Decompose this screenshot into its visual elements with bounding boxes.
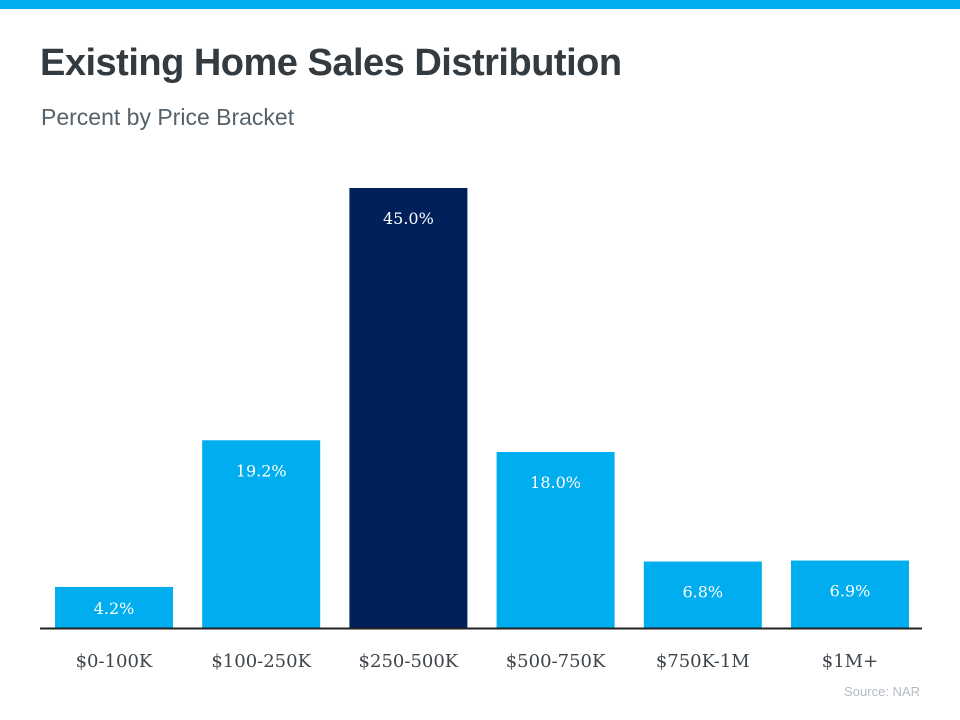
bar-value-label-3: 18.0% xyxy=(530,473,581,492)
bar-4 xyxy=(643,561,762,628)
category-label-0: $0-100K xyxy=(76,651,153,672)
bar-value-label-4: 6.8% xyxy=(682,583,723,602)
bar-0 xyxy=(55,586,173,628)
source-note: Source: NAR xyxy=(844,684,920,699)
bar-value-label-5: 6.9% xyxy=(830,582,871,601)
chart-title: Existing Home Sales Distribution xyxy=(40,42,622,84)
category-label-3: $500-750K xyxy=(506,651,606,672)
category-label-2: $250-500K xyxy=(359,651,459,672)
bar-value-label-1: 19.2% xyxy=(236,461,287,480)
bar-value-labels: 4.2% 19.2% 45.0% 18.0% 6.8% 6.9% xyxy=(94,209,871,618)
top-accent-bar xyxy=(0,0,960,9)
chart-subtitle: Percent by Price Bracket xyxy=(41,104,295,130)
category-label-1: $100-250K xyxy=(211,651,311,672)
bar-3 xyxy=(496,452,615,628)
bar-1 xyxy=(202,440,321,628)
bar-value-label-0: 4.2% xyxy=(94,599,135,618)
bar-value-label-2: 45.0% xyxy=(383,209,434,228)
category-label-4: $750K-1M xyxy=(656,651,750,672)
category-label-5: $1M+ xyxy=(822,651,878,672)
bar-5 xyxy=(791,560,909,628)
category-axis-labels: $0-100K $100-250K $250-500K $500-750K $750K-… xyxy=(76,651,879,672)
bar-group xyxy=(55,188,909,628)
bar-2 xyxy=(349,188,468,628)
